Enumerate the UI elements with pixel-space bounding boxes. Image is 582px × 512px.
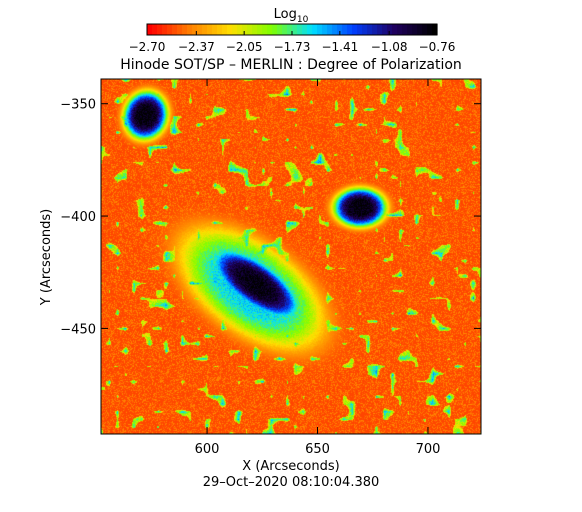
colorbar-segment [307,24,313,35]
colorbar-segment [247,24,253,35]
colorbar-segment [202,24,208,35]
colorbar-segment [387,24,393,35]
colorbar-segment [292,24,298,35]
x-tick-label: 600 [195,442,220,457]
colorbar-segment [162,24,168,35]
colorbar-segment [227,24,233,35]
colorbar-segment [237,24,243,35]
x-axis-label: X (Arcseconds) [242,459,339,474]
colorbar-segment [167,24,173,35]
y-tick-label: −400 [60,210,96,225]
colorbar-segment [242,24,248,35]
colorbar-segment [172,24,178,35]
colorbar-segment [337,24,343,35]
colorbar-segment [177,24,183,35]
colorbar-segment [342,24,348,35]
y-tick-label: −350 [60,98,96,113]
colorbar-segment [222,24,228,35]
colorbar-segment [197,24,203,35]
colorbar-segment [277,24,283,35]
colorbar-tick-label: −1.41 [321,40,358,54]
colorbar [147,24,438,35]
colorbar-tick-label: −1.73 [274,40,311,54]
y-axis-ticks: −350 −400 −450 [60,98,481,337]
colorbar-segment [152,24,158,35]
colorbar-segment [417,24,423,35]
colorbar-segment [332,24,338,35]
colorbar-segment [372,24,378,35]
colorbar-segment [207,24,213,35]
colorbar-label-sub: 10 [297,15,309,25]
colorbar-segment [297,24,303,35]
colorbar-segment [192,24,198,35]
colorbar-segment [157,24,163,35]
colorbar-segment [427,24,433,35]
colorbar-segment [397,24,403,35]
colorbar-segment [422,24,428,35]
colorbar-segment [362,24,368,35]
y-axis-label: Y (Arcseconds) [39,209,54,306]
colorbar-segment [357,24,363,35]
colorbar-label-main: Log [274,7,297,22]
colorbar-tick-label: −0.76 [419,40,456,54]
colorbar-segment [382,24,388,35]
colorbar-segment [432,24,438,35]
x-tick-label: 650 [305,442,330,457]
colorbar-label: Log10 [274,7,309,25]
colorbar-segment [312,24,318,35]
colorbar-segment [272,24,278,35]
colorbar-segment [392,24,398,35]
colorbar-segment [302,24,308,35]
colorbar-segment [267,24,273,35]
colorbar-segment [287,24,293,35]
colorbar-segment [367,24,373,35]
y-tick-label: −450 [60,322,96,337]
colorbar-segment [352,24,358,35]
x-tick-label: 700 [416,442,441,457]
colorbar-segment [182,24,188,35]
colorbar-segment [377,24,383,35]
colorbar-segment [147,24,153,35]
chart-title: Hinode SOT/SP – MERLIN : Degree of Polar… [120,57,462,73]
colorbar-segment [257,24,263,35]
colorbar-tick-label: −2.05 [226,40,263,54]
colorbar-tick-label: −2.37 [178,40,215,54]
colorbar-segment [322,24,328,35]
colorbar-segment [252,24,258,35]
colorbar-tick-label: −2.70 [129,40,166,54]
colorbar-segment [317,24,323,35]
polarization-heatmap [101,79,481,434]
colorbar-segment [187,24,193,35]
plot-frame [100,78,482,435]
colorbar-segment [212,24,218,35]
colorbar-segment [217,24,223,35]
colorbar-tick-label: −1.08 [371,40,408,54]
colorbar-segment [347,24,353,35]
x-axis-ticks: 600 650 700 [195,79,441,457]
colorbar-segment [232,24,238,35]
colorbar-segment [407,24,413,35]
colorbar-segment [402,24,408,35]
colorbar-segment [282,24,288,35]
timestamp: 29–Oct–2020 08:10:04.380 [203,475,380,490]
colorbar-ticks: −2.70 −2.37 −2.05 −1.73 −1.41 −1.08 −0.76 [129,31,456,54]
colorbar-segment [327,24,333,35]
colorbar-segment [412,24,418,35]
colorbar-segment [262,24,268,35]
